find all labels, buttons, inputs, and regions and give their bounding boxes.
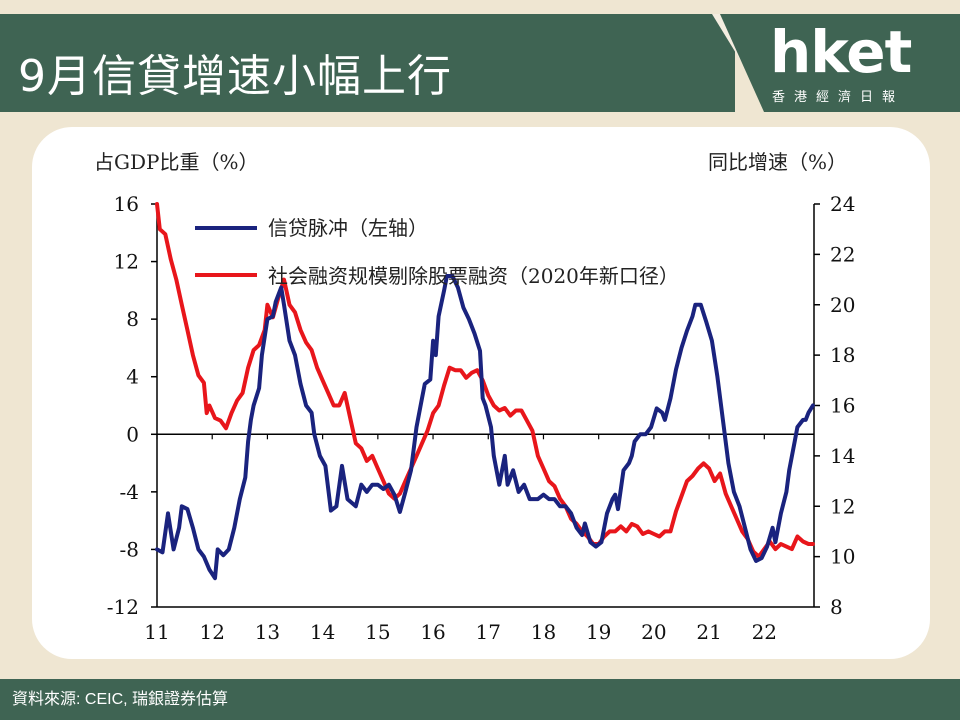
logo-background: [712, 14, 960, 112]
right-tick-label: 16: [830, 394, 855, 418]
left-tick-label: 12: [114, 250, 139, 274]
legend-label-tsf: 社会融资规模剔除股票融资（2020年新口径）: [268, 264, 679, 288]
x-tick-label: 11: [144, 620, 169, 644]
x-tick-label: 19: [586, 620, 611, 644]
right-tick-label: 14: [830, 444, 855, 468]
left-tick-label: -12: [107, 595, 139, 619]
title-bar: 9月信貸增速小幅上行: [0, 14, 735, 112]
series-credit-impulse: [155, 274, 815, 581]
chart: 占GDP比重（%） 同比增速（%） 16 12 8 4 0 -4 -8 -12 24 22 20 18…: [94, 150, 855, 644]
right-tick-label: 12: [830, 494, 855, 518]
x-tick-label: 20: [641, 620, 666, 644]
logo: hket: [770, 18, 912, 86]
left-tick-label: 8: [126, 307, 139, 331]
left-tick-label: 0: [126, 422, 139, 446]
left-tick-label: 4: [126, 365, 139, 389]
legend-label-credit-impulse: 信贷脉冲（左轴）: [268, 216, 428, 240]
logo-tagline: 香港經濟日報: [772, 90, 905, 105]
right-tick-label: 20: [830, 293, 855, 317]
right-tick-label: 18: [830, 343, 855, 367]
right-tick-label: 24: [830, 192, 855, 216]
x-tick-label: 16: [420, 620, 445, 644]
right-axis-label: 同比增速（%）: [708, 150, 847, 174]
x-tick-label: 18: [531, 620, 556, 644]
left-tick-label: -8: [120, 537, 139, 561]
left-tick-label: -4: [120, 480, 139, 504]
x-tick-label: 21: [696, 620, 721, 644]
x-tick-label: 17: [476, 620, 501, 644]
right-tick-label: 8: [830, 595, 843, 619]
right-tick-label: 22: [830, 242, 855, 266]
x-tick-label: 13: [255, 620, 280, 644]
left-axis-label: 占GDP比重（%）: [94, 150, 258, 174]
header: 9月信貸增速小幅上行 hket 香港經濟日報: [0, 0, 960, 113]
chart-card: 占GDP比重（%） 同比增速（%） 16 12 8 4 0 -4 -8 -12 24 22 20 18…: [32, 127, 930, 659]
left-tick-label: 16: [114, 192, 139, 216]
page-title: 9月信貸增速小幅上行: [18, 51, 452, 102]
x-tick-label: 22: [752, 620, 777, 644]
x-tick-label: 14: [310, 620, 335, 644]
x-tick-label: 12: [199, 620, 224, 644]
right-tick-label: 10: [830, 545, 855, 569]
source-note: 資料來源: CEIC, 瑞銀證券估算: [12, 691, 229, 708]
series-tsf-growth: [155, 202, 815, 559]
footer: 資料來源: CEIC, 瑞銀證券估算: [0, 679, 960, 720]
x-tick-label: 15: [365, 620, 390, 644]
